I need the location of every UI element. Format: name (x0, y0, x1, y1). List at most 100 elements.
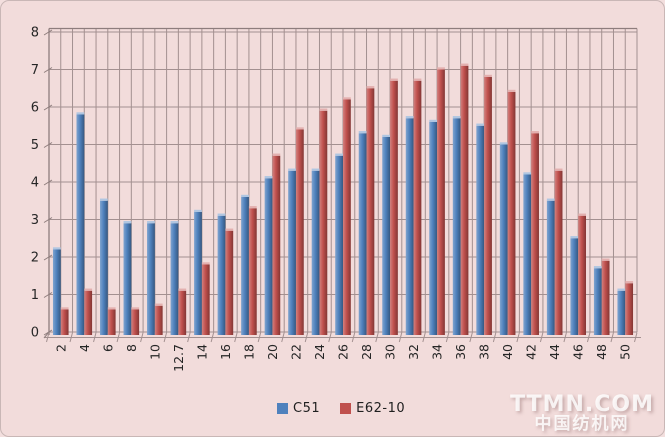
bar-top-cap (178, 288, 187, 291)
bar-top-cap (484, 74, 492, 77)
x-tick (281, 332, 285, 343)
bar-top-cap (319, 108, 328, 111)
bar-top-cap (523, 172, 532, 175)
x-axis-label: 36 (453, 344, 468, 360)
x-tick (328, 332, 332, 343)
bar-top-cap (154, 303, 163, 306)
bar-top-cap (264, 176, 273, 179)
x-axis-label: 40 (500, 344, 515, 360)
bar-top-cap (107, 307, 116, 310)
bar-top-cap (499, 142, 508, 145)
x-axis-label: 8 (124, 344, 139, 352)
x-axis-label: 30 (383, 344, 398, 360)
x-axis-label: 4 (77, 344, 92, 352)
bar-e62-10-28 (366, 88, 375, 335)
bar-c51-10 (147, 223, 155, 335)
x-axis-label: 42 (524, 344, 539, 360)
x-tick (422, 332, 426, 343)
bar-e62-10-6 (107, 309, 116, 335)
x-axis-label: 12.7 (171, 344, 186, 372)
x-axis-label: 32 (406, 344, 421, 360)
bar-c51-30 (382, 137, 391, 335)
x-tick (398, 332, 403, 343)
x-tick (187, 332, 191, 343)
bar-e62-10-22 (295, 129, 304, 335)
legend-label-c51: C51 (293, 401, 321, 416)
x-tick (586, 332, 591, 343)
bar-c51-4 (76, 114, 85, 335)
bar-e62-10-2 (60, 309, 69, 335)
bar-c51-32 (405, 118, 414, 335)
bar-top-cap (311, 168, 320, 171)
legend-item-c51: C51 (277, 401, 320, 416)
bar-c51-14 (194, 212, 202, 335)
x-tick (492, 332, 497, 343)
bar-top-cap (625, 281, 634, 284)
bar-e62-10-14 (201, 264, 210, 335)
bar-c51-36 (452, 118, 461, 335)
x-axis-label: 46 (571, 344, 586, 360)
bar-c51-16 (217, 215, 226, 335)
x-tick (539, 332, 544, 343)
bar-top-cap (460, 63, 469, 66)
bar-c51-2 (52, 249, 61, 335)
x-axis-label: 20 (265, 344, 280, 360)
x-tick (469, 332, 473, 343)
bar-e62-10-40 (507, 92, 516, 335)
x-tick (563, 332, 567, 343)
bar-e62-10-46 (578, 215, 586, 335)
bar-c51-24 (311, 170, 320, 335)
x-axis-label: 38 (477, 344, 492, 360)
x-tick (210, 332, 215, 343)
bar-e62-10-48 (601, 260, 610, 335)
bar-e62-10-8 (131, 309, 140, 335)
watermark-line2: 中国纺机网 (534, 414, 630, 435)
y-tick (43, 179, 53, 186)
bar-top-cap (217, 213, 226, 216)
x-axis-label: 22 (288, 344, 303, 360)
bar-top-cap (76, 112, 85, 115)
bar-top-cap (358, 131, 367, 134)
bar-c51-40 (499, 144, 508, 335)
bar-top-cap (123, 221, 132, 224)
bar-top-cap (131, 307, 140, 310)
x-tick (46, 332, 50, 343)
y-axis-label: 7 (31, 63, 39, 78)
y-tick (43, 29, 53, 36)
x-axis-label: 50 (618, 344, 633, 360)
bar-e62-10-34 (437, 69, 445, 335)
x-axis-label: 48 (594, 344, 609, 360)
y-axis-label: 2 (31, 251, 39, 266)
x-tick (351, 332, 356, 343)
bar-c51-28 (358, 133, 367, 335)
x-axis-label: 44 (547, 344, 562, 360)
bar-e62-10-38 (484, 77, 492, 335)
bar-top-cap (335, 153, 343, 156)
bar-e62-10-36 (460, 65, 469, 335)
x-tick (257, 332, 262, 343)
y-tick (43, 104, 53, 111)
x-tick (516, 332, 520, 343)
y-axis-label: 8 (31, 26, 39, 41)
bar-top-cap (194, 209, 202, 212)
x-tick (375, 332, 379, 343)
x-tick (69, 332, 74, 343)
bar-c51-46 (570, 238, 579, 335)
y-tick (43, 142, 53, 148)
bar-c51-38 (476, 125, 485, 335)
x-tick (445, 332, 450, 343)
bar-c51-22 (288, 170, 296, 335)
bar-top-cap (593, 266, 602, 269)
bar-c51-26 (335, 155, 343, 335)
bar-e62-10-24 (319, 110, 328, 335)
x-tick (93, 332, 97, 343)
bar-top-cap (295, 127, 304, 130)
bar-c51-12.7 (170, 223, 179, 335)
bar-e62-10-4 (84, 290, 93, 335)
x-axis-label: 16 (218, 344, 233, 360)
bar-top-cap (390, 78, 398, 81)
x-tick (304, 332, 309, 343)
bar-top-cap (546, 198, 555, 201)
